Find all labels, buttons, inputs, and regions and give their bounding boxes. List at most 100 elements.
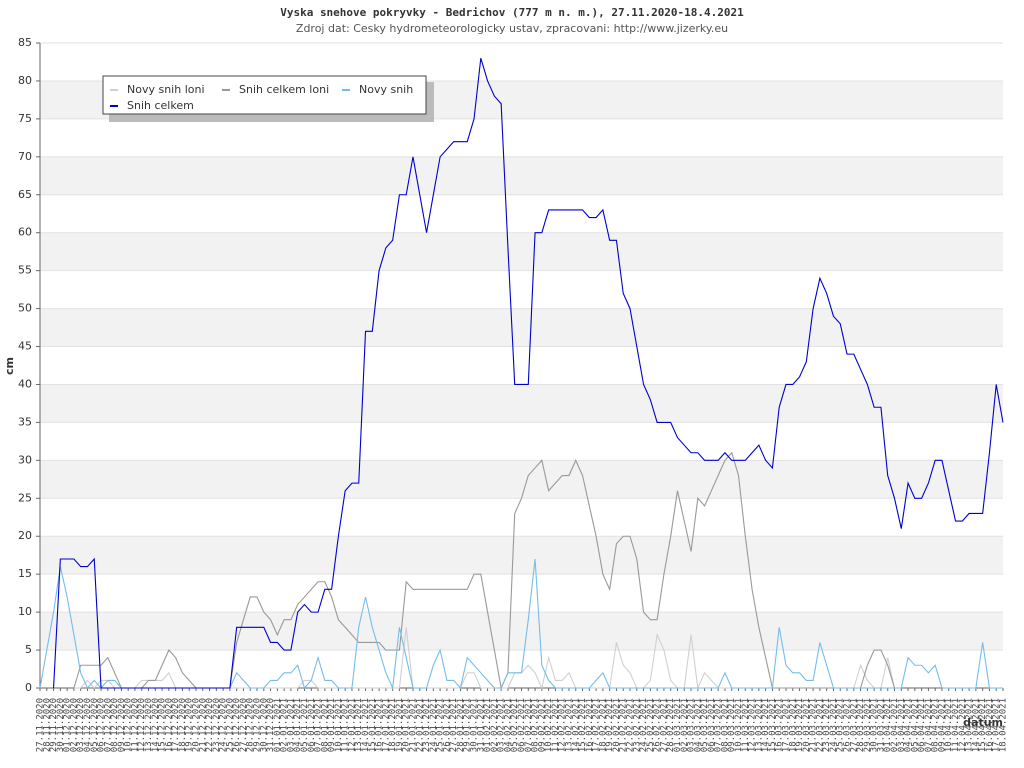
- y-tick-label: 25: [18, 491, 32, 504]
- x-tick-label: 07.01.2021: [314, 698, 324, 752]
- x-tick-label: 29.12.2020: [253, 698, 263, 752]
- x-tick-label: 04.03.2021: [693, 698, 703, 752]
- x-tick-label: 27.03.2021: [849, 698, 859, 752]
- x-tick-label: 05.01.2021: [300, 698, 310, 752]
- x-tick-label: 15.12.2020: [158, 698, 168, 752]
- x-tick-label: 13.03.2021: [754, 698, 764, 752]
- x-tick-label: 28.12.2020: [246, 698, 256, 752]
- y-tick-label: 5: [25, 643, 32, 656]
- x-tick-label: 17.02.2021: [592, 698, 602, 752]
- x-tick-label: 13.12.2020: [144, 698, 154, 752]
- legend-label: Snih celkem: [127, 99, 194, 112]
- x-tick-label: 07.02.2021: [524, 698, 534, 752]
- x-tick-label: 08.04.2021: [931, 698, 941, 752]
- x-tick-label: 23.01.2021: [422, 698, 432, 752]
- series-lines: [39, 58, 1004, 691]
- x-tick-label: 20.03.2021: [802, 698, 812, 752]
- x-tick-label: 19.12.2020: [185, 698, 195, 752]
- x-tick-label: 04.04.2021: [904, 698, 914, 752]
- legend-label: Novy snih: [359, 83, 413, 96]
- x-axis-label: datum: [963, 716, 1003, 729]
- x-tick-label: 18.02.2021: [598, 698, 608, 752]
- x-tick-label: 17.03.2021: [781, 698, 791, 752]
- x-tick-label: 06.01.2021: [307, 698, 317, 752]
- y-tick-label: 35: [18, 415, 32, 428]
- x-tick-label: 03.02.2021: [497, 698, 507, 752]
- x-tick-label: 06.02.2021: [517, 698, 527, 752]
- x-tick-label: 28.01.2021: [456, 698, 466, 752]
- y-tick-label: 20: [18, 529, 32, 542]
- x-tick-label: 18.01.2021: [388, 698, 398, 752]
- grid-band: [40, 536, 1003, 575]
- y-tick-label: 60: [18, 226, 32, 239]
- x-tick-label: 20.01.2021: [402, 698, 412, 752]
- x-tick-label: 15.02.2021: [578, 698, 588, 752]
- x-tick-label: 12.01.2021: [347, 698, 357, 752]
- x-tick-label: 17.04.2021: [992, 698, 1002, 752]
- x-tick-label: 01.04.2021: [883, 698, 893, 752]
- x-tick-label: 29.03.2021: [863, 698, 873, 752]
- x-tick-label: 27.12.2020: [239, 698, 249, 752]
- x-tick-label: 09.12.2020: [117, 698, 127, 752]
- x-tick-label: 25.12.2020: [225, 698, 235, 752]
- x-tick-label: 16.04.2021: [985, 698, 995, 752]
- y-tick-label: 10: [18, 605, 32, 618]
- x-tick-label: 23.12.2020: [212, 698, 222, 752]
- x-tick-label: 25.01.2021: [436, 698, 446, 752]
- grid: 0 5 10 15 20 25 30 35 40 45 50 55 60 65 70 75 80 85 27.11.…: [18, 36, 1009, 752]
- x-tick-label: 27.01.2021: [449, 698, 459, 752]
- x-tick-label: 25.02.2021: [646, 698, 656, 752]
- x-tick-label: 04.12.2020: [83, 698, 93, 752]
- y-tick-label: 75: [18, 112, 32, 125]
- x-tick-label: 15.04.2021: [978, 698, 988, 752]
- grid-band: [40, 308, 1003, 347]
- x-tick-label: 31.01.2021: [476, 698, 486, 752]
- x-tick-label: 27.11.2020: [36, 698, 46, 752]
- legend: Novy snih loni Snih celkem loni Novy snih S…: [102, 75, 434, 122]
- x-tick-label: 20.12.2020: [191, 698, 201, 752]
- x-tick-label: 07.03.2021: [714, 698, 724, 752]
- x-tick-label: 03.01.2021: [286, 698, 296, 752]
- x-tick-label: 10.01.2021: [334, 698, 344, 752]
- x-tick-label: 09.02.2021: [537, 698, 547, 752]
- y-tick-label: 45: [18, 340, 32, 353]
- x-tick-label: 14.04.2021: [971, 698, 981, 752]
- x-tick-label: 13.02.2021: [564, 698, 574, 752]
- x-tick-label: 11.03.2021: [741, 698, 751, 752]
- x-tick-label: 01.03.2021: [673, 698, 683, 752]
- x-tick-label: 10.12.2020: [124, 698, 134, 752]
- x-tick-label: 28.11.2020: [42, 698, 52, 752]
- x-tick-label: 03.03.2021: [687, 698, 697, 752]
- x-tick-label: 16.02.2021: [585, 698, 595, 752]
- x-tick-label: 05.03.2021: [700, 698, 710, 752]
- legend-label: Novy snih loni: [127, 83, 205, 96]
- y-tick-label: 70: [18, 150, 32, 163]
- x-tick-label: 08.01.2021: [320, 698, 330, 752]
- grid-band: [40, 156, 1003, 195]
- x-tick-label: 21.01.2021: [408, 698, 418, 752]
- x-tick-label: 07.04.2021: [924, 698, 934, 752]
- x-tick-label: 22.12.2020: [205, 698, 215, 752]
- x-tick-label: 17.01.2021: [381, 698, 391, 752]
- x-tick-label: 01.12.2020: [63, 698, 73, 752]
- x-tick-label: 01.02.2021: [483, 698, 493, 752]
- y-tick-label: 30: [18, 453, 32, 466]
- x-tick-label: 31.03.2021: [876, 698, 886, 752]
- x-tick-label: 23.03.2021: [822, 698, 832, 752]
- y-tick-label: 85: [18, 36, 32, 49]
- chart-title: Vyska snehove pokryvky - Bedrichov (777 …: [280, 6, 744, 19]
- x-tick-label: 09.04.2021: [937, 698, 947, 752]
- x-tick-label: 14.03.2021: [761, 698, 771, 752]
- x-tick-label: 22.02.2021: [626, 698, 636, 752]
- x-tick-label: 19.01.2021: [395, 698, 405, 752]
- x-tick-label: 06.12.2020: [97, 698, 107, 752]
- x-tick-label: 01.01.2021: [273, 698, 283, 752]
- x-tick-label: 10.02.2021: [544, 698, 554, 752]
- x-tick-label: 15.01.2021: [368, 698, 378, 752]
- legend-box: [102, 75, 427, 115]
- x-tick-label: 24.01.2021: [429, 698, 439, 752]
- x-tick-label: 28.03.2021: [856, 698, 866, 752]
- x-tick-label: 02.01.2021: [280, 698, 290, 752]
- x-tick-label: 06.04.2021: [917, 698, 927, 752]
- x-tick-label: 29.01.2021: [463, 698, 473, 752]
